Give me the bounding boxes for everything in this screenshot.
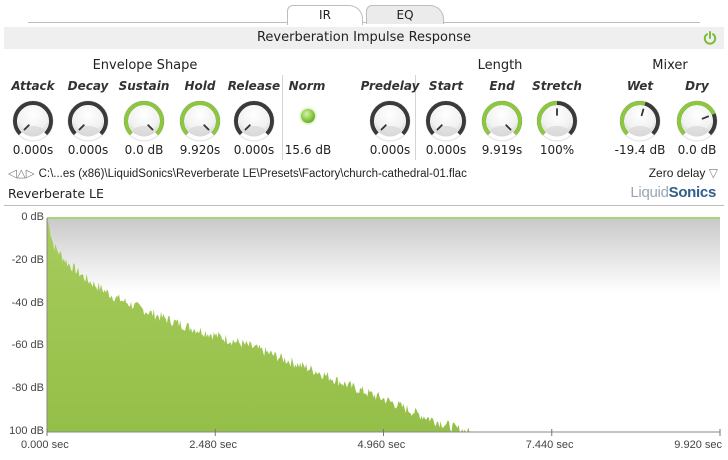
- hold-knob[interactable]: [177, 98, 223, 144]
- attack-knob[interactable]: [10, 98, 56, 144]
- separator: [415, 75, 416, 160]
- wet-label: Wet: [626, 79, 654, 93]
- tab-ir[interactable]: IR: [287, 5, 363, 25]
- dry-label: Dry: [685, 79, 709, 93]
- x-axis-label: 0.000 sec: [21, 439, 69, 451]
- stretch-value: 100%: [539, 143, 575, 157]
- length-title: Length: [477, 58, 523, 73]
- wet-knob[interactable]: [617, 98, 663, 144]
- predelay-knob[interactable]: [367, 98, 413, 144]
- up-folder-icon[interactable]: △: [16, 168, 26, 180]
- x-axis-label: 4.960 sec: [357, 439, 406, 451]
- end-label: End: [489, 79, 515, 93]
- title-bar: Reverberation Impulse Response: [4, 27, 724, 49]
- mixer-title: Mixer: [652, 58, 688, 73]
- decay-knob[interactable]: [65, 98, 111, 144]
- prev-file-icon[interactable]: ◁: [8, 168, 17, 180]
- decay-value: 0.000s: [67, 143, 109, 157]
- x-axis-label: 9.920 sec: [674, 439, 722, 451]
- latency-value: Zero delay: [648, 166, 706, 180]
- y-axis-label: 0 dB: [21, 211, 44, 223]
- norm-label: Norm: [288, 79, 326, 93]
- file-path-row: ◁△▷ C:\...es (x86)\LiquidSonics\Reverbera…: [8, 166, 467, 180]
- panel-title: Reverberation Impulse Response: [256, 30, 472, 45]
- attack-label: Attack: [11, 79, 55, 93]
- tab-eq[interactable]: EQ: [366, 5, 444, 24]
- y-axis-label: -40 dB: [11, 296, 44, 309]
- y-axis-label: 100 dB: [9, 425, 44, 437]
- dry-knob[interactable]: [674, 98, 720, 144]
- hold-label: Hold: [184, 79, 216, 93]
- ir-file-path[interactable]: C:\...es (x86)\LiquidSonics\Reverberate …: [38, 168, 467, 180]
- stretch-knob[interactable]: [534, 98, 580, 144]
- separator: [282, 75, 283, 160]
- predelay-value: 0.000s: [369, 143, 411, 157]
- power-icon[interactable]: [702, 30, 718, 46]
- chevron-down-icon: ▽: [708, 166, 718, 180]
- decay-label: Decay: [67, 79, 109, 93]
- brand-logo: LiquidSonics: [630, 184, 716, 201]
- x-axis-label: 7.440 sec: [525, 439, 574, 451]
- attack-value: 0.000s: [12, 143, 54, 157]
- norm-led[interactable]: [301, 109, 315, 123]
- tab-baseline: [28, 22, 700, 23]
- release-knob[interactable]: [231, 98, 277, 144]
- next-file-icon[interactable]: ▷: [25, 168, 35, 180]
- latency-select[interactable]: Zero delay ▽: [649, 166, 718, 180]
- start-knob[interactable]: [423, 98, 469, 144]
- divider: [4, 205, 724, 206]
- y-axis-label: -20 dB: [11, 253, 44, 266]
- envelope-shape-title: Envelope Shape: [92, 58, 198, 73]
- y-axis-label: -60 dB: [11, 339, 44, 352]
- start-label: Start: [428, 79, 464, 93]
- stretch-label: Stretch: [532, 79, 582, 93]
- predelay-label: Predelay: [360, 79, 420, 93]
- norm-value: 15.6 dB: [284, 143, 332, 157]
- y-axis-label: -80 dB: [11, 382, 44, 395]
- release-value: 0.000s: [233, 143, 275, 157]
- sustain-knob[interactable]: [121, 98, 167, 144]
- preset-name: Reverberate LE: [8, 186, 104, 201]
- release-label: Release: [227, 79, 281, 93]
- end-value: 9.919s: [481, 143, 523, 157]
- sustain-label: Sustain: [118, 79, 170, 93]
- dry-value: 0.0 dB: [677, 143, 717, 157]
- hold-value: 9.920s: [179, 143, 221, 157]
- x-axis-label: 2.480 sec: [189, 439, 237, 451]
- impulse-response-graph[interactable]: 0 dB -20 dB -40 dB -60 dB -80 dB 100 dB 0.000…: [0, 210, 728, 460]
- waveform-plot: [46, 217, 721, 436]
- start-value: 0.000s: [425, 143, 467, 157]
- end-knob[interactable]: [479, 98, 525, 144]
- sustain-value: 0.0 dB: [124, 143, 164, 157]
- wet-value: -19.4 dB: [614, 143, 666, 157]
